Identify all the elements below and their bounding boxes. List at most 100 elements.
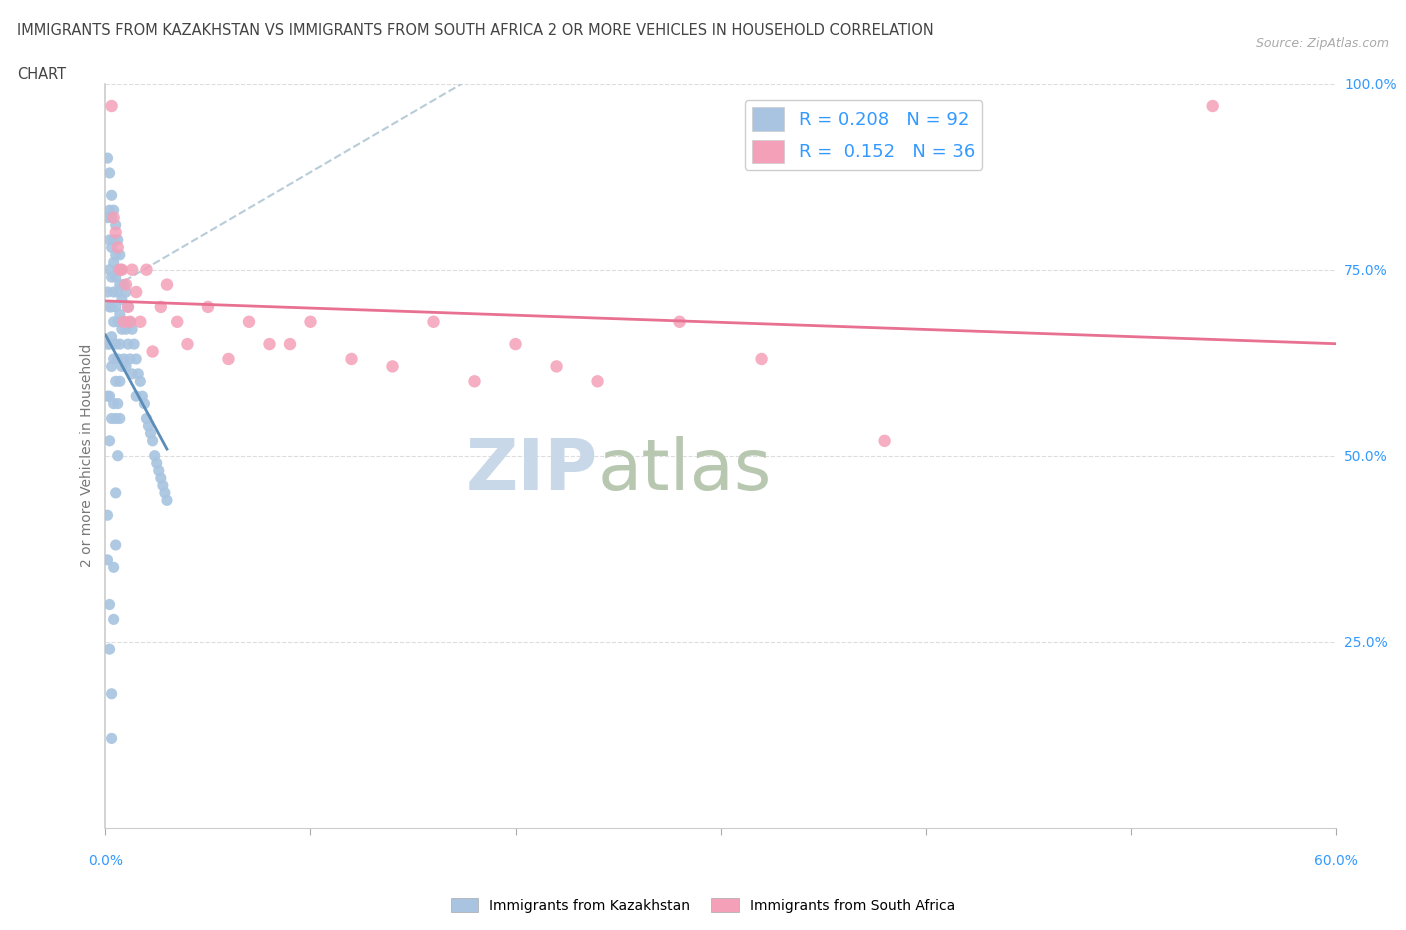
- Point: [108, 262, 131, 277]
- Text: IMMIGRANTS FROM KAZAKHSTAN VS IMMIGRANTS FROM SOUTH AFRICA 2 OR MORE VEHICLES IN: IMMIGRANTS FROM KAZAKHSTAN VS IMMIGRANTS…: [17, 23, 934, 38]
- Point: [121, 322, 143, 337]
- Point: [96, 337, 118, 352]
- Point: [176, 337, 198, 352]
- Point: [117, 337, 139, 352]
- Point: [129, 314, 152, 329]
- Point: [100, 329, 122, 344]
- Point: [1202, 99, 1225, 113]
- Point: [115, 359, 138, 374]
- Point: [135, 262, 157, 277]
- Point: [103, 560, 125, 575]
- Point: [873, 433, 896, 448]
- Point: [668, 314, 690, 329]
- Point: [340, 352, 363, 366]
- Point: [107, 448, 129, 463]
- Point: [122, 337, 145, 352]
- Point: [107, 314, 129, 329]
- Point: [149, 471, 172, 485]
- Point: [121, 262, 143, 277]
- Legend: R = 0.208   N = 92, R =  0.152   N = 36: R = 0.208 N = 92, R = 0.152 N = 36: [745, 100, 983, 170]
- Point: [103, 232, 125, 247]
- Point: [112, 277, 135, 292]
- Point: [103, 352, 125, 366]
- Text: CHART: CHART: [17, 67, 66, 82]
- Point: [96, 508, 118, 523]
- Point: [115, 285, 138, 299]
- Text: Source: ZipAtlas.com: Source: ZipAtlas.com: [1256, 37, 1389, 50]
- Point: [107, 232, 129, 247]
- Point: [100, 299, 122, 314]
- Point: [104, 270, 127, 285]
- Point: [166, 314, 188, 329]
- Point: [278, 337, 301, 352]
- Point: [96, 210, 118, 225]
- Point: [108, 411, 131, 426]
- Point: [117, 299, 139, 314]
- Point: [100, 686, 122, 701]
- Point: [107, 396, 129, 411]
- Point: [156, 277, 179, 292]
- Point: [98, 299, 121, 314]
- Point: [100, 270, 122, 285]
- Point: [115, 322, 138, 337]
- Point: [100, 411, 122, 426]
- Point: [751, 352, 773, 366]
- Point: [112, 314, 135, 329]
- Point: [100, 188, 122, 203]
- Point: [100, 240, 122, 255]
- Point: [120, 352, 141, 366]
- Point: [135, 411, 157, 426]
- Point: [98, 389, 121, 404]
- Point: [107, 240, 129, 255]
- Point: [107, 352, 129, 366]
- Point: [98, 337, 121, 352]
- Point: [103, 612, 125, 627]
- Text: atlas: atlas: [598, 436, 772, 505]
- Text: 0.0%: 0.0%: [89, 854, 122, 868]
- Point: [104, 538, 127, 552]
- Point: [98, 166, 121, 180]
- Point: [98, 262, 121, 277]
- Point: [153, 485, 176, 500]
- Point: [111, 322, 134, 337]
- Point: [98, 597, 121, 612]
- Point: [103, 203, 125, 218]
- Point: [100, 210, 122, 225]
- Point: [100, 99, 122, 113]
- Point: [107, 285, 129, 299]
- Point: [148, 463, 170, 478]
- Point: [142, 344, 165, 359]
- Point: [108, 247, 131, 262]
- Point: [197, 299, 219, 314]
- Point: [138, 418, 160, 433]
- Point: [152, 478, 174, 493]
- Point: [104, 218, 127, 232]
- Point: [422, 314, 444, 329]
- Point: [121, 366, 143, 381]
- Point: [104, 225, 127, 240]
- Point: [104, 337, 127, 352]
- Point: [96, 552, 118, 567]
- Point: [464, 374, 486, 389]
- Point: [98, 642, 121, 657]
- Point: [134, 396, 156, 411]
- Point: [142, 433, 165, 448]
- Point: [129, 374, 152, 389]
- Point: [112, 314, 135, 329]
- Point: [96, 389, 118, 404]
- Point: [111, 262, 134, 277]
- Point: [143, 448, 166, 463]
- Point: [381, 359, 404, 374]
- Point: [104, 411, 127, 426]
- Point: [108, 374, 131, 389]
- Legend: Immigrants from Kazakhstan, Immigrants from South Africa: Immigrants from Kazakhstan, Immigrants f…: [446, 893, 960, 919]
- Point: [104, 374, 127, 389]
- Point: [131, 389, 153, 404]
- Point: [586, 374, 609, 389]
- Point: [125, 352, 148, 366]
- Point: [115, 277, 138, 292]
- Point: [103, 210, 125, 225]
- Text: ZIP: ZIP: [465, 436, 598, 505]
- Y-axis label: 2 or more Vehicles in Household: 2 or more Vehicles in Household: [80, 344, 94, 567]
- Point: [108, 337, 131, 352]
